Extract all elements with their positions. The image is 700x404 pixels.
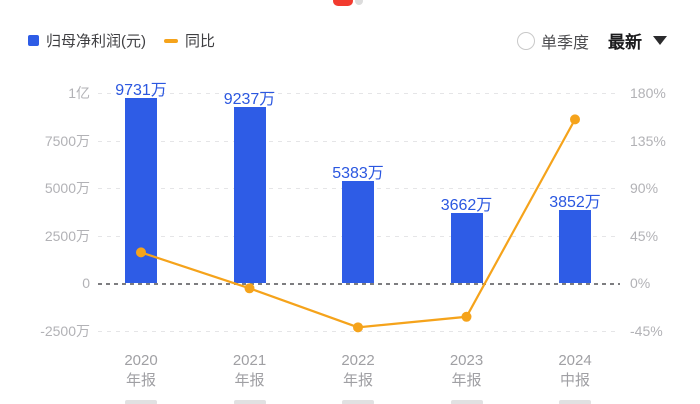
bar-value-label: 9731万 <box>115 82 167 100</box>
x-axis-label: 2022 年报 <box>341 352 375 389</box>
legend-item-net-profit[interactable]: 归母净利润(元) <box>28 30 146 51</box>
cutoff-element <box>125 400 157 404</box>
x-axis-label: 2021 年报 <box>232 352 267 389</box>
bar-value-label: 5383万 <box>332 164 384 182</box>
y-axis-label-right: 90% <box>630 180 659 196</box>
cutoff-element <box>233 400 266 404</box>
y-axis-label-right: -45% <box>630 322 663 339</box>
bar[interactable] <box>233 107 266 283</box>
gridline <box>98 140 620 142</box>
bar[interactable] <box>559 209 591 283</box>
gridline <box>98 93 620 94</box>
x-axis-label: 2024 中报 <box>558 352 592 389</box>
period-dropdown[interactable]: 最新 <box>608 28 667 53</box>
y-axis-label-right: 180% <box>630 85 666 101</box>
bar-value-label: 9237万 <box>223 91 276 109</box>
line-series-swatch-icon <box>164 38 178 43</box>
bar[interactable] <box>342 180 374 283</box>
bar-series-swatch-icon <box>28 35 39 46</box>
chevron-down-icon <box>653 36 667 45</box>
bar-value-label: 3852万 <box>549 193 601 211</box>
cutoff-element <box>342 400 374 404</box>
gridline <box>98 330 620 332</box>
y-axis-label-right: 135% <box>630 132 666 149</box>
y-axis-label-left: 7500万 <box>44 132 90 149</box>
carousel-indicator-active[interactable] <box>333 0 353 6</box>
legend-label-yoy: 同比 <box>185 33 216 50</box>
y-axis-label-left: 5000万 <box>44 180 90 196</box>
cutoff-element <box>450 400 483 404</box>
yoy-line-point[interactable] <box>244 283 255 294</box>
bar[interactable] <box>450 213 483 283</box>
y-axis-label-right: 45% <box>630 227 659 244</box>
y-axis-label-right: 0% <box>630 275 651 291</box>
single-quarter-label[interactable]: 单季度 <box>540 34 589 52</box>
yoy-line-point[interactable] <box>461 311 472 322</box>
y-axis-label-left: 0 <box>82 275 90 291</box>
period-dropdown-value: 最新 <box>608 33 642 52</box>
y-axis-label-left: 1亿 <box>68 85 90 101</box>
bar[interactable] <box>125 98 157 283</box>
single-quarter-radio[interactable] <box>516 31 535 50</box>
chart-controls: 单季度 最新 <box>516 28 667 53</box>
legend-item-yoy[interactable]: 同比 <box>164 30 215 51</box>
carousel-indicator-inactive[interactable] <box>355 0 363 5</box>
legend-label-net-profit: 归母净利润(元) <box>46 33 146 50</box>
chart-legend: 归母净利润(元) 同比 <box>28 30 215 51</box>
bar-value-label: 3662万 <box>440 197 493 215</box>
y-axis-label-left: -2500万 <box>40 322 90 339</box>
cutoff-element <box>559 400 591 404</box>
y-axis-label-left: 2500万 <box>44 227 90 244</box>
yoy-line-point[interactable] <box>570 114 580 125</box>
x-axis-label: 2020 年报 <box>124 352 158 389</box>
x-axis-label: 2023 年报 <box>449 352 484 389</box>
